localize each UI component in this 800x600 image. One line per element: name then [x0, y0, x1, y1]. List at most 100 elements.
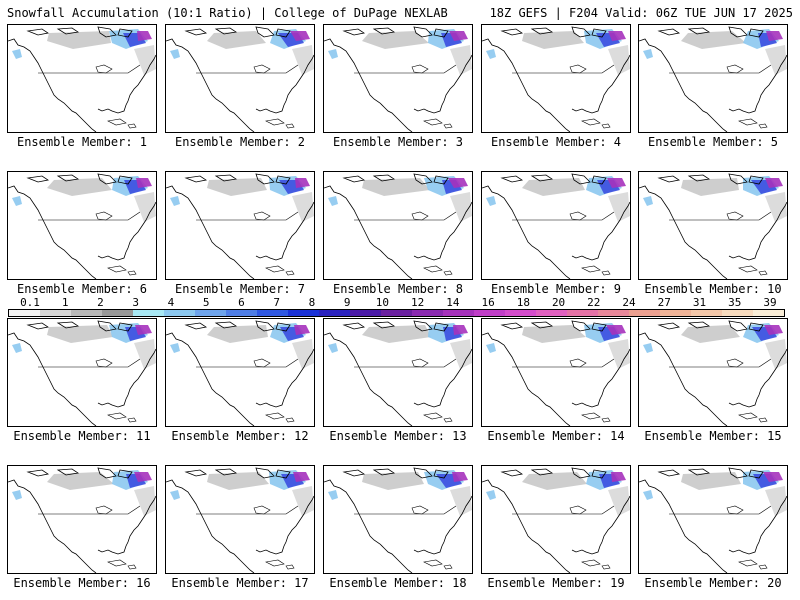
us-canada-border [38, 64, 141, 74]
colorbar-swatch [350, 310, 381, 316]
north-america-map [8, 173, 156, 279]
ensemble-map-panel [481, 171, 631, 280]
great-lakes [569, 64, 587, 74]
ensemble-map-panel [638, 318, 788, 427]
coastline [639, 332, 787, 426]
us-canada-border [669, 358, 772, 368]
ensemble-map-panel [7, 465, 157, 574]
ensemble-member-label: Ensemble Member: 7 [174, 282, 306, 296]
ensemble-map-panel [165, 24, 315, 133]
great-lakes [95, 64, 113, 74]
great-lakes [253, 211, 271, 221]
ensemble-map-panel [638, 24, 788, 133]
colorbar-swatch [722, 310, 753, 316]
north-america-map [482, 320, 630, 426]
caribbean-islands [738, 118, 768, 129]
great-lakes [569, 505, 587, 515]
colorbar-swatch [133, 310, 164, 316]
north-america-map [324, 26, 472, 132]
coastline [166, 479, 314, 573]
north-america-map [8, 26, 156, 132]
great-lakes [95, 505, 113, 515]
north-america-map [166, 26, 314, 132]
coastline [166, 38, 314, 132]
coastline [8, 185, 156, 279]
coastline [482, 332, 630, 426]
colorbar-tick-label: 27 [657, 296, 671, 309]
caribbean-islands [107, 412, 137, 423]
great-lakes [253, 64, 271, 74]
colorbar-tick-label: 10 [375, 296, 389, 309]
arctic-islands [184, 173, 291, 185]
caribbean-islands [581, 265, 611, 276]
colorbar-swatch [319, 310, 350, 316]
colorbar-swatch [226, 310, 257, 316]
caribbean-islands [581, 118, 611, 129]
ensemble-member-label: Ensemble Member: 13 [329, 429, 467, 443]
north-america-map [639, 26, 787, 132]
north-america-map [639, 173, 787, 279]
north-america-map [639, 467, 787, 573]
north-america-map [166, 173, 314, 279]
colorbar-tick-label: 18 [516, 296, 530, 309]
colorbar-tick-label: 8 [308, 296, 316, 309]
colorbar-swatch [598, 310, 629, 316]
colorbar-tick-label: 14 [446, 296, 460, 309]
run-info: 18Z GEFS | F204 Valid: 06Z TUE JUN 17 20… [489, 6, 793, 20]
coastline [8, 332, 156, 426]
arctic-islands [500, 26, 607, 38]
north-america-map [482, 467, 630, 573]
colorbar-tick-label: 9 [343, 296, 351, 309]
us-canada-border [196, 211, 299, 221]
north-america-map [8, 467, 156, 573]
colorbar-tick-label: 2 [97, 296, 104, 309]
us-canada-border [512, 505, 615, 515]
ensemble-member-label: Ensemble Member: 6 [16, 282, 148, 296]
great-lakes [411, 211, 429, 221]
ensemble-member-label: Ensemble Member: 12 [171, 429, 309, 443]
us-canada-border [196, 358, 299, 368]
caribbean-islands [423, 265, 453, 276]
us-canada-border [669, 64, 772, 74]
us-canada-border [512, 211, 615, 221]
ensemble-map-panel [481, 318, 631, 427]
north-america-map [639, 320, 787, 426]
caribbean-islands [107, 265, 137, 276]
ensemble-map-panel [638, 465, 788, 574]
caribbean-islands [581, 412, 611, 423]
ensemble-member-label: Ensemble Member: 18 [329, 576, 467, 590]
arctic-islands [342, 26, 449, 38]
colorbar-tick-label: 12 [410, 296, 425, 309]
colorbar-swatch [164, 310, 195, 316]
ensemble-member-label: Ensemble Member: 20 [644, 576, 782, 590]
colorbar-swatch [629, 310, 660, 316]
coastline [639, 479, 787, 573]
ensemble-map-panel [7, 318, 157, 427]
arctic-islands [500, 320, 607, 332]
ensemble-map-panel [481, 24, 631, 133]
great-lakes [411, 64, 429, 74]
colorbar-swatch [753, 310, 784, 316]
coastline [482, 185, 630, 279]
caribbean-islands [265, 559, 295, 570]
colorbar-swatch [536, 310, 567, 316]
colorbar-swatch [691, 310, 722, 316]
colorbar-swatch [40, 310, 71, 316]
arctic-islands [184, 26, 291, 38]
ensemble-member-label: Ensemble Member: 15 [644, 429, 782, 443]
great-lakes [411, 505, 429, 515]
colorbar-swatch [381, 310, 412, 316]
ensemble-map-panel [323, 171, 473, 280]
colorbar-swatch [412, 310, 443, 316]
ensemble-member-label: Ensemble Member: 11 [13, 429, 151, 443]
colorbar-tick-label: 22 [587, 296, 601, 309]
colorbar-swatch [660, 310, 691, 316]
arctic-islands [26, 173, 133, 185]
us-canada-border [669, 211, 772, 221]
coastline [639, 185, 787, 279]
north-america-map [8, 320, 156, 426]
caribbean-islands [265, 118, 295, 129]
colorbar-tick-label: 20 [551, 296, 566, 309]
colorbar-swatch [505, 310, 536, 316]
ensemble-map-panel [638, 171, 788, 280]
